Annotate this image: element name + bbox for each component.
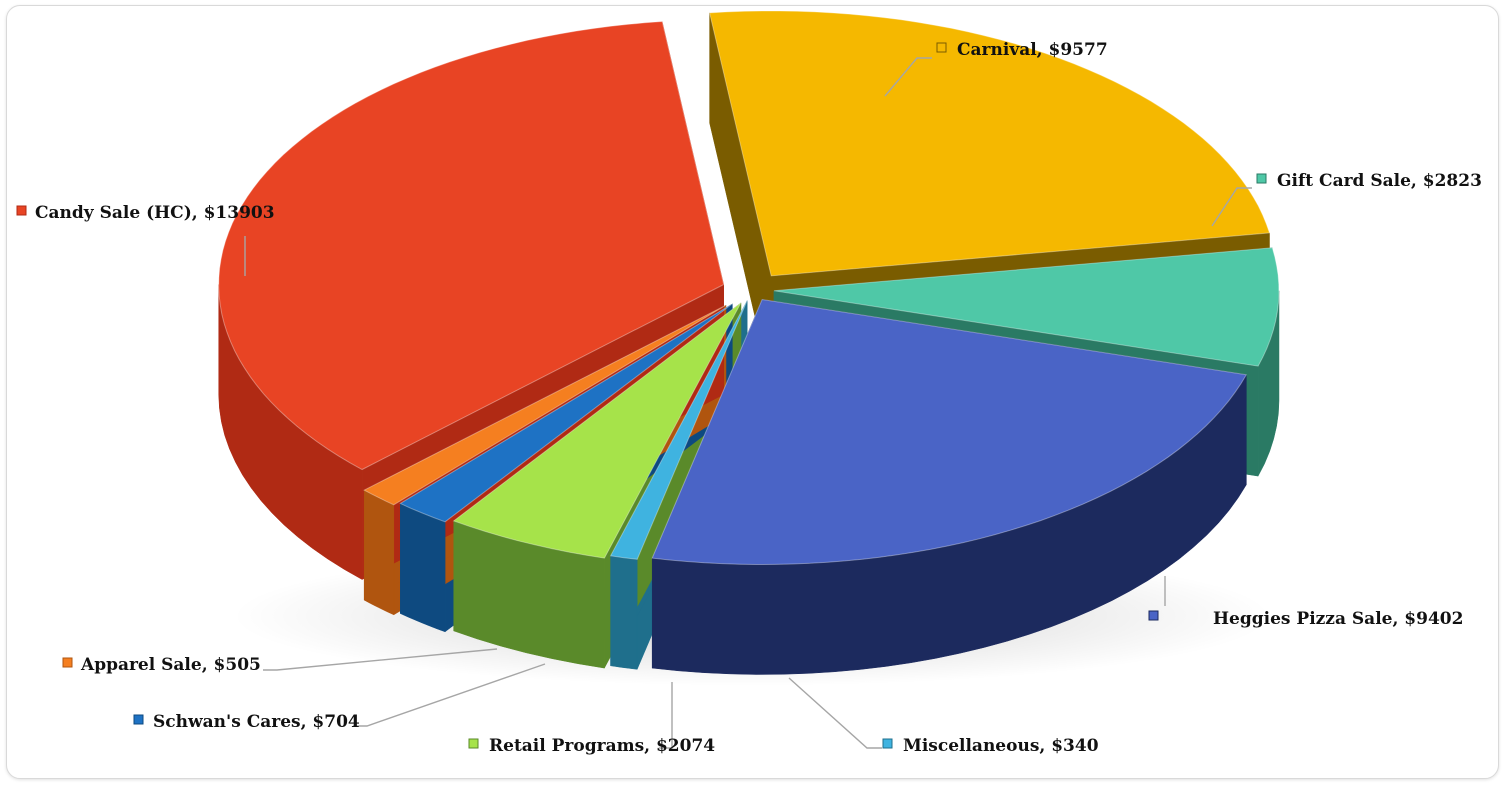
leader-giftcard: [1211, 187, 1252, 227]
slice-schwans: [399, 303, 733, 523]
slice-retail: [452, 302, 742, 559]
leader-misc: [788, 677, 882, 749]
slice-giftcard: [773, 247, 1280, 367]
slice-side-heggies: [651, 373, 1247, 675]
label-text-apparel: Apparel Sale, $505: [80, 655, 261, 675]
slice-side-schwans: [400, 503, 446, 633]
label-text-carnival: Carnival, $9577: [957, 40, 1108, 60]
slice-side-apparel: [363, 489, 395, 616]
leader-schwans: [353, 663, 546, 727]
slice-misc: [609, 300, 748, 560]
leader-retail: [659, 682, 673, 749]
label-heggies: Heggies Pizza Sale, $9402: [1148, 609, 1463, 629]
legend-key-schwans: [133, 714, 144, 725]
slice-apparel: [363, 304, 727, 506]
legend-key-heggies: [1148, 610, 1159, 621]
leader-lines: [244, 57, 1252, 749]
legend-key-carnival: [936, 42, 947, 53]
label-text-giftcard: Gift Card Sale, $2823: [1277, 171, 1482, 191]
label-text-candy: Candy Sale (HC), $13903: [35, 203, 275, 223]
slice-side-misc: [610, 555, 638, 670]
leader-apparel: [263, 648, 498, 671]
pie-chart: Carnival, $9577 Gift Card Sale, $2823 He…: [16, 10, 1482, 756]
label-schwans: Schwan's Cares, $704: [133, 712, 360, 732]
label-candy: Candy Sale (HC), $13903: [16, 203, 275, 223]
chart-card: Carnival, $9577 Gift Card Sale, $2823 He…: [6, 5, 1499, 779]
label-text-retail: Retail Programs, $2074: [489, 736, 715, 756]
label-carnival: Carnival, $9577: [936, 40, 1108, 60]
legend-key-misc: [882, 738, 893, 749]
label-text-misc: Miscellaneous, $340: [903, 736, 1099, 756]
legend-key-retail: [468, 738, 479, 749]
slice-carnival: [708, 10, 1271, 277]
legend-key-giftcard: [1256, 173, 1267, 184]
leader-carnival: [884, 57, 932, 97]
legend-key-candy: [16, 205, 27, 216]
legend-key-apparel: [62, 657, 73, 668]
label-text-heggies: Heggies Pizza Sale, $9402: [1213, 609, 1463, 629]
label-misc: Miscellaneous, $340: [882, 736, 1099, 756]
pie-tops: [218, 10, 1280, 566]
label-retail: Retail Programs, $2074: [468, 736, 715, 756]
slice-candy: [218, 20, 725, 471]
label-text-schwans: Schwan's Cares, $704: [153, 712, 360, 732]
label-apparel: Apparel Sale, $505: [62, 655, 261, 675]
slice-heggies: [651, 298, 1248, 566]
label-giftcard: Gift Card Sale, $2823: [1256, 171, 1482, 191]
